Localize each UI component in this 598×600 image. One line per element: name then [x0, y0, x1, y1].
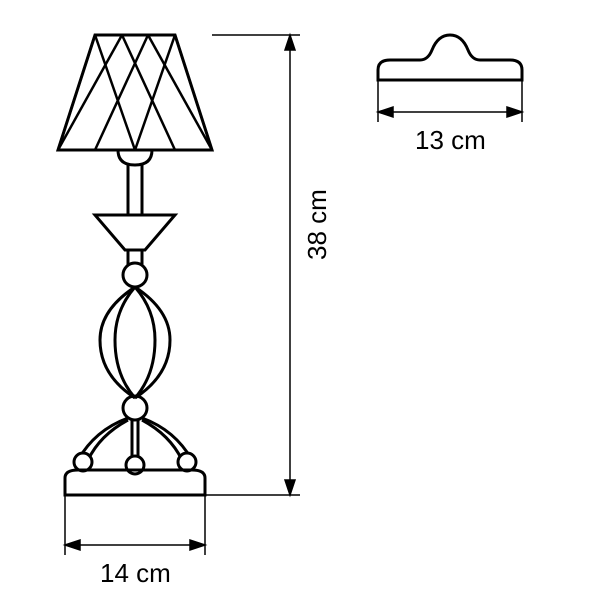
lampshade-outline	[58, 35, 212, 150]
top-width-label: 13 cm	[415, 125, 486, 156]
lamp-stem	[95, 150, 175, 265]
lampshade-pattern	[58, 35, 212, 150]
lamp-body	[100, 263, 170, 420]
height-label: 38 cm	[302, 189, 333, 260]
lamp-legs	[74, 418, 196, 474]
top-view	[378, 35, 522, 80]
lamp-drawing	[58, 35, 212, 495]
base-width-label: 14 cm	[100, 558, 171, 589]
dimension-lines	[65, 35, 522, 555]
